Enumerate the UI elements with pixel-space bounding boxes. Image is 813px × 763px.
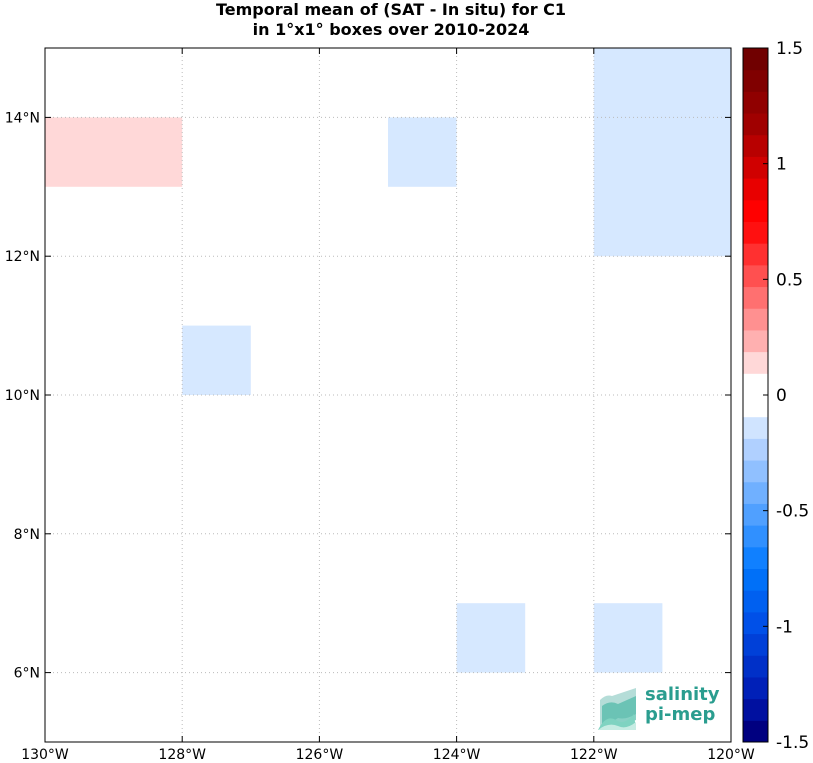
colorbar-segment bbox=[743, 416, 768, 439]
colorbar-segment bbox=[743, 69, 768, 92]
colorbar-segment bbox=[743, 633, 768, 656]
colorbar-segment bbox=[743, 438, 768, 461]
colorbar-segment bbox=[743, 113, 768, 136]
colorbar-segment bbox=[743, 221, 768, 244]
colorbar-segment bbox=[743, 676, 768, 700]
x-tick-label: 130°W bbox=[21, 747, 69, 763]
colorbar-segment bbox=[743, 329, 768, 353]
colorbar-segment bbox=[743, 503, 768, 526]
y-tick-label: 14°N bbox=[5, 110, 40, 126]
colorbar-segment bbox=[743, 525, 768, 548]
y-tick-label: 12°N bbox=[5, 249, 40, 265]
colorbar-tick-label: 0.5 bbox=[776, 270, 803, 290]
colorbar-segment bbox=[743, 395, 768, 418]
colorbar-tick-label: -1 bbox=[776, 617, 793, 637]
colorbar-tick-label: 1 bbox=[776, 155, 787, 175]
colorbar-segment bbox=[743, 590, 768, 613]
colorbar-segment bbox=[743, 243, 768, 266]
colorbar-segment bbox=[743, 481, 768, 504]
colorbar-segment bbox=[743, 546, 768, 569]
colorbar-segment bbox=[743, 178, 768, 201]
colorbar bbox=[742, 47, 769, 743]
title-line-1: Temporal mean of (SAT - In situ) for C1 bbox=[215, 0, 567, 19]
x-tick-label: 124°W bbox=[433, 747, 481, 763]
colorbar-tick-label: -0.5 bbox=[776, 502, 809, 522]
title-line-2: in 1°x1° boxes over 2010-2024 bbox=[252, 20, 530, 39]
x-axis: 130°W 128°W 126°W 124°W 122°W 120°W bbox=[21, 48, 755, 763]
colorbar-segment bbox=[743, 134, 768, 157]
colorbar-ticks: 1.5 1 0.5 0 -0.5 -1 -1.5 bbox=[763, 39, 809, 753]
colorbar-segment bbox=[743, 460, 768, 483]
x-tick-label: 120°W bbox=[707, 747, 755, 763]
colorbar-segment bbox=[743, 698, 768, 721]
logo-text-salinity: salinity bbox=[645, 684, 720, 705]
y-axis: 6°N 8°N 10°N 12°N 14°N bbox=[5, 110, 731, 682]
colorbar-segment bbox=[743, 199, 768, 222]
x-tick-label: 122°W bbox=[570, 747, 618, 763]
y-tick-label: 10°N bbox=[5, 388, 40, 404]
colorbar-segment bbox=[743, 156, 768, 179]
y-tick-label: 6°N bbox=[14, 666, 40, 682]
data-cell bbox=[388, 117, 457, 187]
colorbar-segment bbox=[743, 611, 768, 635]
data-cells bbox=[45, 48, 731, 673]
data-cell bbox=[593, 603, 663, 673]
colorbar-segment bbox=[743, 351, 768, 374]
colorbar-segment bbox=[743, 264, 768, 288]
colorbar-segment bbox=[743, 568, 768, 591]
colorbar-segment bbox=[743, 720, 768, 743]
colorbar-segment bbox=[743, 91, 768, 114]
colorbar-segment bbox=[743, 373, 768, 396]
colorbar-tick-label: -1.5 bbox=[776, 733, 809, 753]
chart-title: Temporal mean of (SAT - In situ) for C1 … bbox=[0, 0, 782, 40]
x-tick-label: 126°W bbox=[296, 747, 344, 763]
colorbar-segment bbox=[743, 655, 768, 678]
colorbar-segment bbox=[743, 48, 768, 71]
logo-text-pimep: pi-mep bbox=[645, 704, 716, 725]
colorbar-segment bbox=[743, 308, 768, 331]
colorbar-tick-label: 0 bbox=[776, 386, 787, 406]
colorbar-tick-label: 1.5 bbox=[776, 39, 803, 59]
y-tick-label: 8°N bbox=[14, 527, 40, 543]
x-tick-label: 128°W bbox=[158, 747, 206, 763]
data-cell bbox=[45, 117, 183, 187]
data-cell bbox=[182, 325, 251, 395]
data-cell bbox=[456, 603, 526, 673]
salinity-pimep-logo: salinity pi-mep bbox=[596, 684, 726, 732]
data-cell bbox=[593, 48, 731, 257]
wave-logo-icon bbox=[598, 688, 636, 730]
colorbar-segment bbox=[743, 286, 768, 309]
